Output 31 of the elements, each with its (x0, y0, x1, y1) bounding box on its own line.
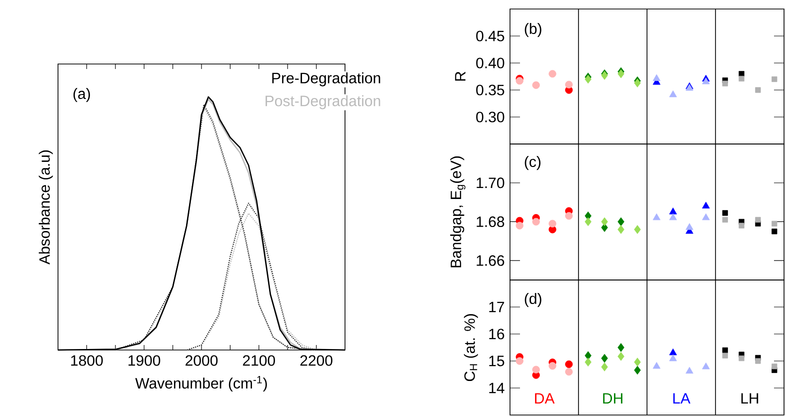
y-axis-title: R (455, 72, 466, 81)
y-tick-label: 1.70 (476, 178, 504, 188)
y-tick-label: 1.68 (476, 216, 504, 228)
text: Post-Degradation (266, 95, 380, 110)
annotation: (b) (524, 23, 542, 37)
y-tick-label: 17 (489, 302, 504, 312)
y-tick-label: 0.45 (476, 30, 504, 42)
annotation: (c) (524, 156, 540, 170)
y-tick-label: 0.40 (476, 58, 504, 68)
x-tick-label: 2100 (242, 355, 275, 366)
y-tick-label: 0.30 (476, 112, 504, 122)
y-tick-label: 1.66 (476, 255, 504, 266)
y-tick-label: 15 (489, 356, 504, 366)
y-tick-label: 14 (489, 382, 504, 394)
annotation: (d) (524, 293, 542, 307)
y-tick-label: 16 (489, 328, 504, 340)
x-tick-label: DH (603, 393, 622, 404)
y-tick-label: 0.35 (476, 84, 504, 96)
x-tick-label: 1900 (128, 355, 160, 366)
x-tick-label: LH (741, 393, 758, 404)
x-axis-title: Wavenumber (cm$^{-1}$) (135, 376, 267, 392)
y-axis-title: Absorbance (a.u) (38, 150, 53, 265)
y-axis-title: Bandgap, E$_{g}$(eV) (450, 156, 466, 268)
y-axis-title: C$_{H}$ (at. %) (464, 314, 478, 382)
annotation: (a) (73, 88, 90, 102)
x-tick-label: DA (535, 393, 555, 404)
x-tick-label: LA (673, 393, 690, 404)
x-tick-label: 1800 (71, 355, 103, 366)
legend-label: Pre-Degradation (272, 72, 380, 86)
x-tick-label: 2000 (186, 355, 218, 366)
x-tick-label: 2200 (300, 355, 332, 366)
